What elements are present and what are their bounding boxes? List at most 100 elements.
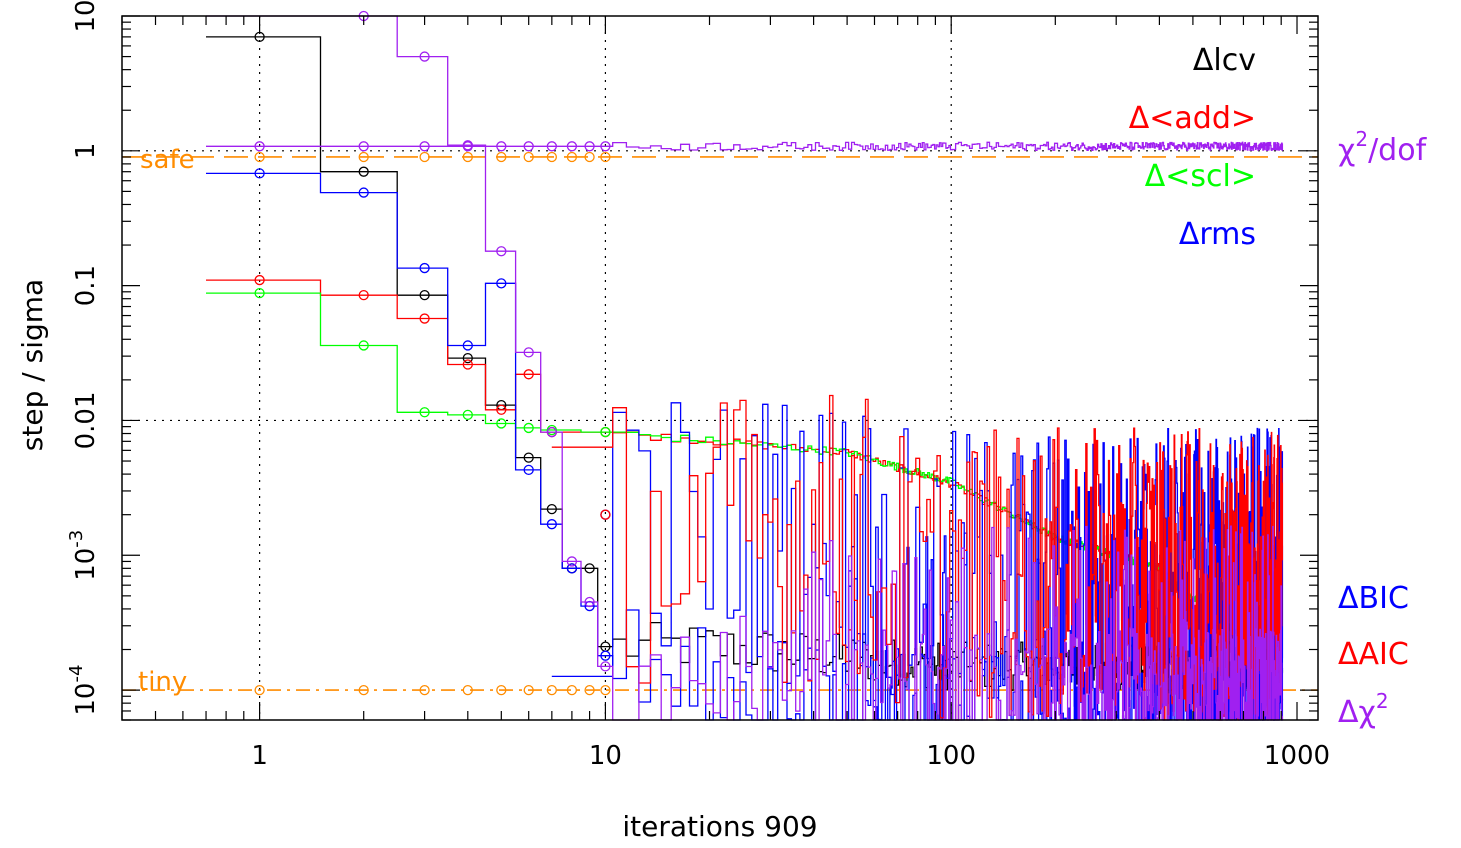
data-point — [419, 313, 430, 324]
legend-superscript: 2 — [1376, 689, 1389, 713]
y-axis-title: step / sigma — [16, 279, 49, 451]
legend-superscript: 2 — [1355, 127, 1368, 151]
annotation-tiny: tiny — [138, 667, 187, 697]
data-point — [254, 287, 265, 299]
reference-marker-tiny — [358, 684, 369, 696]
series-line — [206, 15, 1284, 721]
data-point — [600, 141, 611, 152]
reference-marker-tiny — [600, 684, 611, 696]
data-point — [496, 246, 507, 257]
data-point — [462, 409, 473, 421]
reference-marker-safe — [546, 151, 557, 163]
data-point — [584, 596, 595, 608]
data-point — [600, 509, 611, 520]
series-line — [206, 141, 1284, 151]
reference-marker-safe — [254, 151, 265, 163]
reference-marker-safe — [523, 151, 534, 163]
data-point — [600, 426, 611, 438]
data-point — [523, 464, 534, 476]
data-point — [566, 141, 578, 152]
data-point — [462, 340, 473, 351]
data-point — [523, 369, 534, 380]
data-point — [462, 352, 473, 364]
reference-marker-safe — [358, 151, 369, 163]
reference-marker-safe — [566, 151, 578, 163]
x-tick-label: 1000 — [1264, 741, 1330, 771]
legend-item: χ2/dof — [1338, 127, 1428, 168]
legend-item: Δrms — [1179, 217, 1256, 252]
y-tick-label: 0.01 — [71, 392, 101, 450]
data-point — [566, 563, 578, 574]
reference-marker-tiny — [419, 684, 430, 696]
legend-suffix: /dof — [1368, 133, 1428, 168]
reference-marker-safe — [496, 151, 507, 163]
y-tick-label-text: 0.1 — [71, 265, 101, 306]
data-point — [600, 650, 611, 661]
data-point — [546, 503, 557, 515]
data-point — [496, 278, 507, 289]
y-tick-label-text: 0.01 — [71, 392, 101, 450]
data-point — [600, 661, 611, 672]
data-point — [566, 556, 578, 567]
reference-marker-tiny — [566, 684, 578, 696]
x-tick-label: 10 — [589, 741, 622, 771]
data-point — [254, 274, 265, 286]
legend-item: ΔAIC — [1338, 637, 1409, 672]
legend-item: ΔBIC — [1338, 581, 1409, 616]
reference-marker-tiny — [584, 684, 595, 696]
y-tick-label-text: 10 — [71, 0, 101, 33]
reference-marker-safe — [600, 151, 611, 163]
y-tick-label-text: 1 — [71, 143, 101, 160]
reference-marker-safe — [419, 151, 430, 163]
reference-marker-safe — [584, 151, 595, 163]
reference-marker-tiny — [546, 684, 557, 696]
data-point — [462, 359, 473, 370]
legend-item: Δlcv — [1193, 43, 1256, 78]
data-point — [419, 51, 430, 62]
data-point — [419, 141, 430, 152]
data-point — [523, 452, 534, 463]
series-6 — [206, 10, 1284, 721]
data-point — [358, 340, 369, 351]
data-point — [546, 141, 557, 152]
data-point — [496, 141, 507, 152]
label-layer: 1 10 100 10001010.10.0110-310-4safetinyΔlcv… — [66, 0, 1428, 771]
series-7 — [206, 141, 1284, 152]
data-point — [546, 426, 557, 438]
x-tick-label: 100 — [926, 741, 976, 771]
data-point — [523, 347, 534, 358]
reference-marker-tiny — [462, 684, 473, 696]
legend-item: Δ<add> — [1129, 101, 1256, 136]
data-point — [419, 290, 430, 301]
data-point — [254, 141, 265, 152]
legend-item: Δ<scl> — [1145, 159, 1256, 194]
data-point — [358, 166, 369, 177]
y-tick-label: 10 — [71, 0, 101, 33]
reference-marker-tiny — [523, 684, 534, 696]
axes-layer — [121, 15, 1319, 721]
data-point — [584, 563, 595, 574]
y-tick-label-exponent: -3 — [66, 530, 87, 548]
data-point — [358, 141, 369, 152]
x-tick-label: 1 — [251, 741, 268, 771]
data-point — [496, 418, 507, 429]
data-point — [254, 168, 265, 179]
data-point — [358, 290, 369, 301]
annotation-safe: safe — [140, 145, 195, 175]
data-point — [496, 404, 507, 415]
reference-marker-tiny — [254, 684, 265, 696]
reference-marker-safe — [462, 151, 473, 163]
data-point — [358, 187, 369, 198]
x-axis-title: iterations 909 — [622, 810, 817, 843]
data-point — [584, 141, 595, 152]
y-tick-label-exponent: -4 — [66, 665, 87, 683]
data-point — [419, 407, 430, 418]
plot-frame — [121, 15, 1319, 721]
y-tick-label: 1 — [71, 143, 101, 160]
data-point — [546, 519, 557, 530]
data-point — [523, 422, 534, 434]
data-point — [523, 141, 534, 152]
data-point — [419, 262, 430, 274]
data-point — [462, 141, 473, 152]
